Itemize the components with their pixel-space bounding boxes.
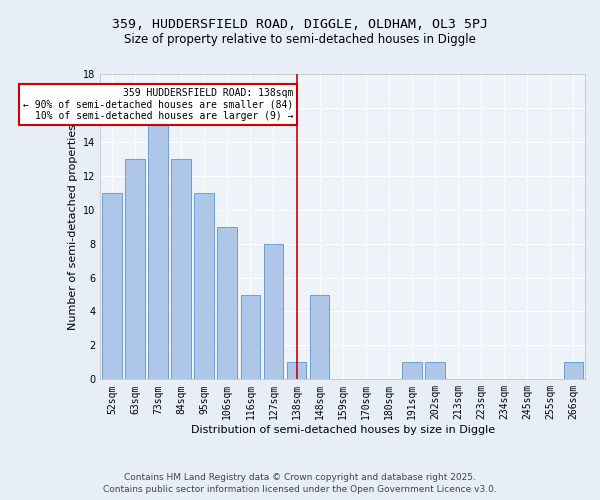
Text: 359 HUDDERSFIELD ROAD: 138sqm
← 90% of semi-detached houses are smaller (84)
10%: 359 HUDDERSFIELD ROAD: 138sqm ← 90% of s… [23, 88, 293, 121]
Bar [241, 294, 260, 380]
Bar [172, 159, 191, 380]
Y-axis label: Number of semi-detached properties: Number of semi-detached properties [68, 124, 77, 330]
Text: Contains HM Land Registry data © Crown copyright and database right 2025.: Contains HM Land Registry data © Crown c… [124, 472, 476, 482]
Bar [125, 159, 145, 380]
Bar [402, 362, 422, 380]
Text: 359, HUDDERSFIELD ROAD, DIGGLE, OLDHAM, OL3 5PJ: 359, HUDDERSFIELD ROAD, DIGGLE, OLDHAM, … [112, 18, 488, 30]
Bar [148, 125, 168, 380]
Text: Size of property relative to semi-detached houses in Diggle: Size of property relative to semi-detach… [124, 32, 476, 46]
Bar [563, 362, 583, 380]
Bar [102, 192, 122, 380]
Text: Contains public sector information licensed under the Open Government Licence v3: Contains public sector information licen… [103, 485, 497, 494]
Bar [310, 294, 329, 380]
Bar [425, 362, 445, 380]
X-axis label: Distribution of semi-detached houses by size in Diggle: Distribution of semi-detached houses by … [191, 425, 495, 435]
Bar [194, 192, 214, 380]
Bar [217, 226, 237, 380]
Bar [287, 362, 307, 380]
Bar [263, 244, 283, 380]
